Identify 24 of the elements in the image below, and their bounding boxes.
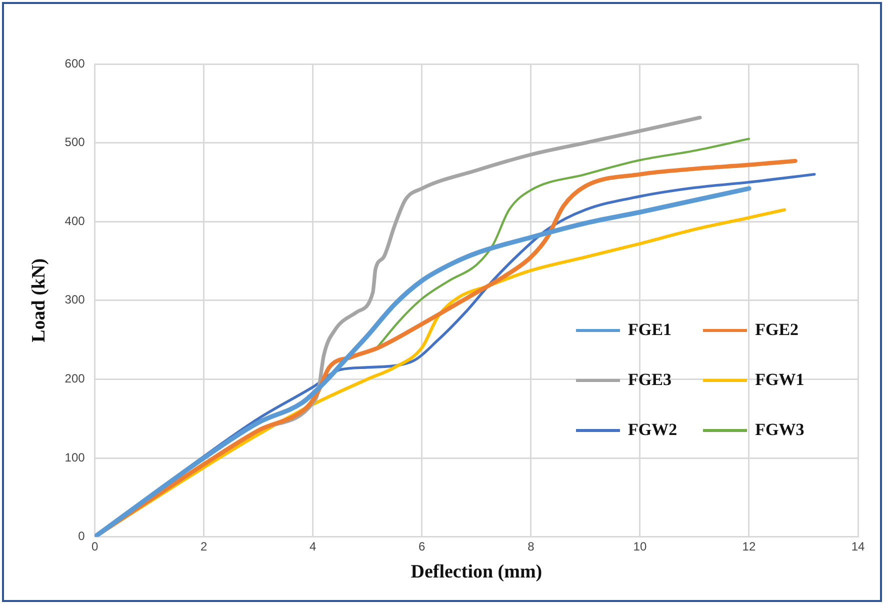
x-tick-label: 4 [310, 539, 317, 554]
x-tick-label: 2 [200, 539, 208, 554]
x-tick-label: 6 [418, 539, 426, 554]
y-tick-label: 500 [64, 135, 86, 150]
line-series [377, 138, 750, 348]
y-tick-label: 400 [64, 214, 86, 228]
legend-label: FGW2 [628, 420, 678, 440]
y-tick-label: 600 [64, 56, 86, 70]
legend-label: FGW3 [755, 420, 804, 440]
x-tick-label: 8 [528, 539, 535, 554]
x-tick-label: 0 [91, 539, 98, 554]
legend-label: FGW1 [755, 370, 804, 390]
y-tick-label: 200 [64, 372, 86, 386]
x-tick-label: 12 [742, 539, 756, 554]
x-tick-label: 10 [633, 539, 647, 554]
y-tick-label: 0 [78, 529, 86, 544]
legend-label: FGE1 [628, 320, 672, 340]
legend-label: FGE3 [628, 370, 672, 390]
x-tick-label: 14 [851, 539, 865, 554]
y-tick-label: 300 [64, 292, 86, 307]
x-axis-title: Deflection (mm) [410, 562, 542, 583]
legend-label: FGE2 [755, 320, 799, 340]
y-tick-label: 100 [64, 450, 86, 464]
y-axis-title: Load (kN) [28, 258, 50, 342]
